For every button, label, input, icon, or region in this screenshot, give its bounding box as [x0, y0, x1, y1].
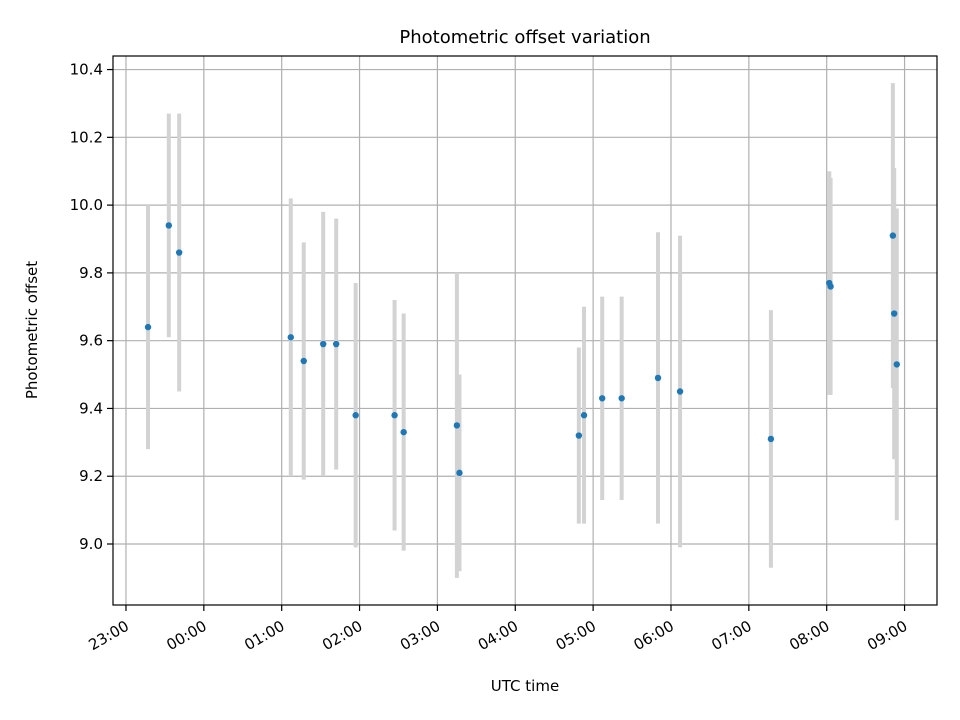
data-point [287, 334, 294, 341]
y-axis-title: Photometric offset [23, 261, 41, 399]
data-point [654, 374, 662, 382]
x-tick-label: 07:00 [708, 617, 754, 654]
y-tick-label: 10.2 [70, 128, 103, 146]
plot-area [112, 55, 938, 606]
data-point [599, 395, 606, 402]
x-tick-label: 05:00 [553, 617, 599, 654]
data-points [144, 222, 900, 477]
data-point [827, 283, 834, 290]
data-point [767, 435, 775, 443]
x-axis-title: UTC time [491, 677, 559, 695]
data-point [889, 232, 897, 239]
data-point [400, 428, 407, 436]
y-axis: 9.0 9.2 9.4 9.6 9.8 10.0 10.2 10.4 [70, 61, 113, 553]
data-point [144, 323, 152, 331]
y-tick-label: 9.2 [79, 467, 103, 485]
x-tick-label: 23:00 [86, 617, 132, 654]
y-tick-label: 9.0 [79, 535, 103, 553]
x-tick-label: 02:00 [319, 617, 365, 654]
data-point [300, 357, 307, 365]
x-tick-label: 01:00 [241, 617, 287, 654]
y-tick-label: 10.4 [70, 61, 103, 79]
data-point [320, 340, 327, 348]
x-tick-label: 04:00 [475, 617, 521, 654]
y-tick-label: 9.4 [79, 399, 103, 417]
data-point [165, 222, 172, 229]
data-point [391, 412, 398, 419]
x-tick-label: 09:00 [864, 617, 910, 654]
data-point [618, 395, 625, 402]
data-point [676, 388, 684, 395]
y-tick-label: 10.0 [70, 196, 103, 214]
y-tick-label: 9.8 [79, 264, 103, 282]
data-point [453, 422, 461, 429]
data-point [332, 340, 340, 348]
error-bars [146, 83, 899, 578]
data-point [575, 432, 583, 439]
data-point [352, 412, 359, 419]
x-tick-label: 08:00 [786, 617, 832, 654]
y-tick-label: 9.6 [79, 332, 103, 350]
x-tick-label: 06:00 [631, 617, 677, 654]
data-point [456, 469, 463, 477]
data-point [580, 412, 588, 419]
chart-title: Photometric offset variation [399, 27, 650, 48]
data-point [893, 361, 900, 368]
data-point [890, 310, 898, 317]
x-axis: 23:00 00:00 01:00 02:00 03:00 04:00 05:00 06:00… [86, 605, 911, 654]
grid [113, 56, 937, 605]
x-tick-label: 03:00 [397, 617, 443, 654]
data-point [175, 249, 183, 256]
x-tick-label: 00:00 [163, 617, 209, 654]
